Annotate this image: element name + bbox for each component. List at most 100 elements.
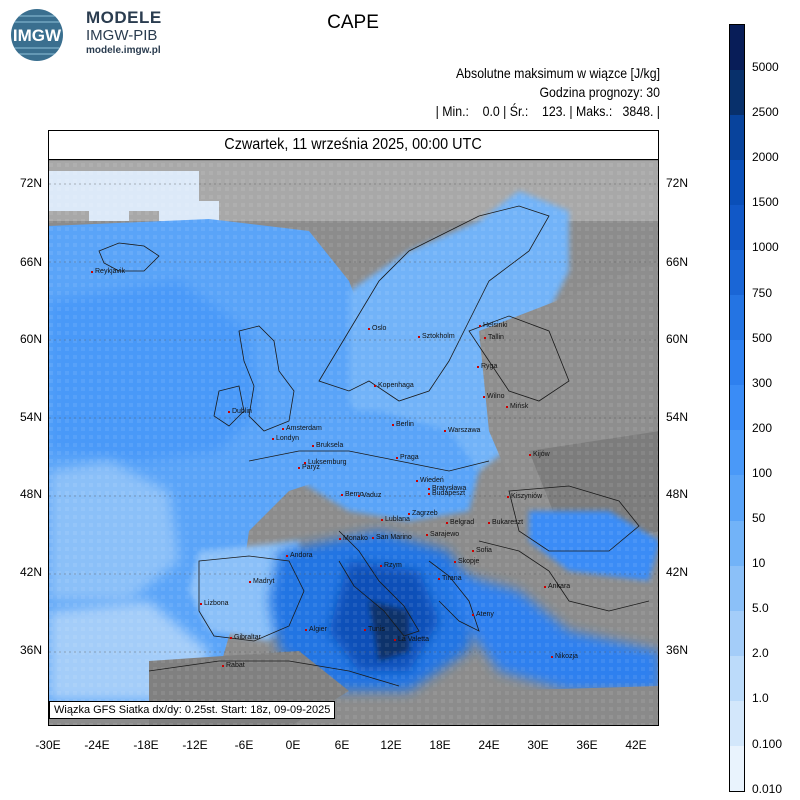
city-label: Kijów — [529, 451, 550, 458]
meta-stats: | Min.: 0.0 | Śr.: 123. | Maks.: 3848. | — [435, 103, 660, 119]
city-label: Skopje — [453, 558, 480, 565]
city-label: Luksemburg — [304, 459, 347, 466]
lat-label-left: 42N — [19, 565, 42, 579]
city-label: Sztokholm — [418, 333, 455, 340]
city-label: Bratysława — [427, 485, 467, 492]
scale-segment — [730, 160, 744, 206]
city-label: Tirana — [438, 575, 462, 582]
city-label: Kopenhaga — [374, 382, 414, 389]
city-label: Sarajewo — [425, 531, 460, 538]
meta-variable: Absolutne maksimum w wiązce [J/kg] — [455, 65, 660, 81]
lon-label: -12E — [182, 738, 208, 752]
logo-name: MODELE — [86, 8, 162, 27]
graticule — [49, 183, 658, 653]
scale-label: 5.0 — [752, 601, 769, 616]
lat-label-left: 36N — [19, 643, 42, 657]
lon-label: -24E — [84, 738, 110, 752]
city-label: Gibraltar — [230, 634, 261, 641]
imgw-logo: IMGW — [11, 9, 63, 61]
scale-segment — [730, 520, 744, 566]
lat-label-left: 72N — [19, 176, 42, 190]
scale-label: 50 — [752, 511, 766, 525]
scale-segment — [730, 475, 744, 521]
lon-label: 12E — [380, 738, 402, 752]
city-label: Berlin — [392, 421, 414, 428]
city-label: Helsinki — [479, 322, 508, 329]
scale-label: 10 — [752, 556, 766, 571]
city-label: Rabat — [222, 662, 245, 669]
city-label: Mińsk — [505, 403, 529, 410]
lat-label-right: 48N — [666, 487, 689, 501]
scale-segment — [730, 745, 744, 791]
scale-segment — [730, 430, 744, 476]
city-label: La Valetta — [393, 636, 430, 643]
city-label: Madryt — [248, 578, 275, 585]
lon-label: 24E — [478, 738, 500, 752]
lat-label-left: 60N — [19, 332, 42, 346]
logo-text: MODELE IMGW-PIB modele.imgw.pl — [86, 9, 162, 56]
scale-segment — [730, 385, 744, 431]
city-label: Amsterdam — [282, 425, 322, 432]
scale-label: 1.0 — [752, 691, 769, 706]
lat-label-right: 72N — [666, 176, 689, 190]
cape-field-map — [49, 131, 658, 725]
scale-segment — [730, 115, 744, 161]
city-label: Monako — [339, 535, 368, 542]
lon-label: -30E — [35, 738, 61, 752]
city-label: Dublin — [228, 408, 252, 415]
city-label: Londyn — [272, 435, 299, 442]
city-label: Ryga — [476, 363, 498, 370]
scale-label: 300 — [752, 375, 773, 390]
scale-label: 200 — [752, 420, 773, 435]
city-label: Kiszyniów — [506, 493, 543, 500]
meta-forecast-hour: Godzina prognozy: 30 — [539, 84, 660, 100]
city-label: Vaduz — [357, 492, 382, 499]
city-label: Sofia — [472, 547, 492, 554]
scale-label: 1000 — [752, 240, 779, 255]
map-frame — [48, 130, 659, 726]
city-label: Budapeszt — [427, 490, 466, 497]
city-label: Tunis — [364, 626, 385, 633]
model-info-box: Wiązka GFS Siatka dx/dy: 0.25st. Start: … — [49, 701, 336, 719]
lon-label: 30E — [527, 738, 549, 752]
city-label: San Marino — [372, 534, 412, 541]
city-label: Bukareszt — [487, 519, 524, 526]
scale-label: 1500 — [752, 195, 779, 210]
lat-label-right: 42N — [666, 565, 689, 579]
svg-text:IMGW: IMGW — [13, 26, 62, 45]
city-label: Praga — [396, 454, 419, 461]
scale-label: 500 — [752, 330, 773, 345]
lat-label-right: 54N — [666, 410, 689, 424]
logo-org: IMGW-PIB — [86, 27, 158, 44]
city-label: Algier — [305, 626, 327, 633]
scale-label: 0.010 — [752, 781, 783, 796]
lon-label: 36E — [576, 738, 598, 752]
city-label: Ankara — [543, 583, 571, 590]
city-label: Oslo — [367, 325, 387, 332]
scale-segment — [730, 565, 744, 611]
date-text: Czwartek, 11 września 2025, 00:00 UTC — [224, 136, 483, 153]
lat-label-right: 60N — [666, 332, 689, 346]
scale-label: 2500 — [752, 105, 779, 120]
city-label: Rzym — [380, 562, 402, 569]
scale-label: 2.0 — [752, 646, 769, 661]
scale-label: 750 — [752, 285, 773, 300]
city-label: Berno — [341, 491, 364, 498]
city-label: Nikozja — [551, 653, 578, 660]
scale-segment — [730, 700, 744, 746]
city-label: Warszawa — [443, 427, 481, 434]
date-banner: Czwartek, 11 września 2025, 00:00 UTC — [48, 130, 659, 160]
city-label: Paryż — [298, 464, 320, 471]
lon-label: 6E — [334, 738, 350, 752]
city-label: Bruksela — [311, 442, 344, 449]
lon-label: 18E — [429, 738, 451, 752]
city-label: Tallin — [484, 334, 504, 341]
map-title: CAPE — [327, 12, 379, 33]
map-meta: Absolutne maksimum w wiązce [J/kg] Godzi… — [436, 64, 660, 121]
city-label: Lublana — [381, 516, 410, 523]
city-label: Belgrad — [445, 519, 475, 526]
city-label: Wilno — [483, 393, 505, 400]
color-scale-bar — [729, 24, 745, 792]
lon-label: -18E — [133, 738, 159, 752]
scale-segment — [730, 250, 744, 296]
